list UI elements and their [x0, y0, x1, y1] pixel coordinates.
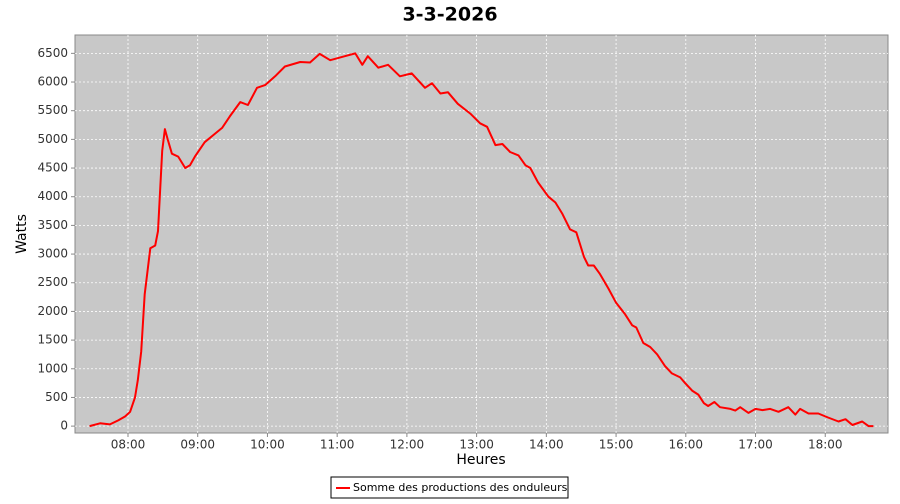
y-tick-label: 2500 — [37, 275, 68, 289]
x-axis-label: Heures — [456, 452, 505, 468]
y-tick-label: 5000 — [37, 132, 68, 146]
x-tick-label: 12:00 — [390, 438, 425, 452]
x-tick-label: 17:00 — [738, 438, 773, 452]
y-tick-label: 4000 — [37, 189, 68, 203]
x-tick-label: 09:00 — [180, 438, 215, 452]
y-tick-label: 3500 — [37, 218, 68, 232]
x-tick-label: 13:00 — [459, 438, 494, 452]
y-tick-label: 6000 — [37, 75, 68, 89]
y-tick-label: 2000 — [37, 304, 68, 318]
x-tick-label: 15:00 — [599, 438, 634, 452]
y-tick-label: 3000 — [37, 247, 68, 261]
legend-label: Somme des productions des onduleurs — [353, 481, 568, 494]
plot-area — [74, 34, 889, 434]
x-tick-label: 08:00 — [111, 438, 146, 452]
y-tick-label: 6500 — [37, 46, 68, 60]
line-series — [89, 52, 874, 428]
chart-title: 3-3-2026 — [402, 4, 497, 26]
x-tick-label: 18:00 — [808, 438, 843, 452]
x-tick-label: 16:00 — [668, 438, 703, 452]
y-axis-label: Watts — [14, 214, 30, 254]
y-tick-label: 500 — [45, 390, 68, 404]
x-tick-label: 14:00 — [529, 438, 564, 452]
x-tick-label: 11:00 — [320, 438, 355, 452]
y-tick-label: 5500 — [37, 103, 68, 117]
x-tick-label: 10:00 — [250, 438, 285, 452]
y-tick-label: 1000 — [37, 361, 68, 375]
y-tick-label: 4500 — [37, 161, 68, 175]
legend — [330, 476, 569, 499]
y-tick-label: 1500 — [37, 333, 68, 347]
y-tick-label: 0 — [60, 419, 68, 433]
